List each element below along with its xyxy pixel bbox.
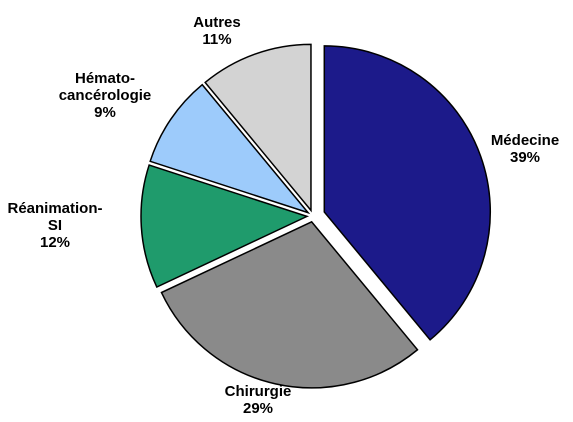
category-label: Hémato-cancérologie [58,70,152,104]
pie-slice [149,83,311,215]
value-label: 11% [202,31,232,48]
category-label: Autres [193,14,241,31]
slice-label: Réanimation-SI 12% [5,200,105,251]
pie-slice [204,43,312,213]
slice-label: Chirurgie 29% [213,383,303,417]
value-label: 12% [39,234,71,251]
value-label: 29% [242,400,274,417]
slice-label: Autres 11% [177,14,257,48]
category-label: Chirurgie [224,383,292,400]
slice-label: Hémato-cancérologie 9% [40,70,170,121]
value-label: 39% [509,149,541,166]
pie-slice [160,220,419,389]
category-label: Réanimation-SI [7,200,103,234]
value-label: 9% [94,104,116,121]
pie-slice [140,164,310,289]
pie-slice [323,45,491,341]
category-label: Médecine [490,132,560,149]
slice-label: Médecine 39% [480,132,570,166]
